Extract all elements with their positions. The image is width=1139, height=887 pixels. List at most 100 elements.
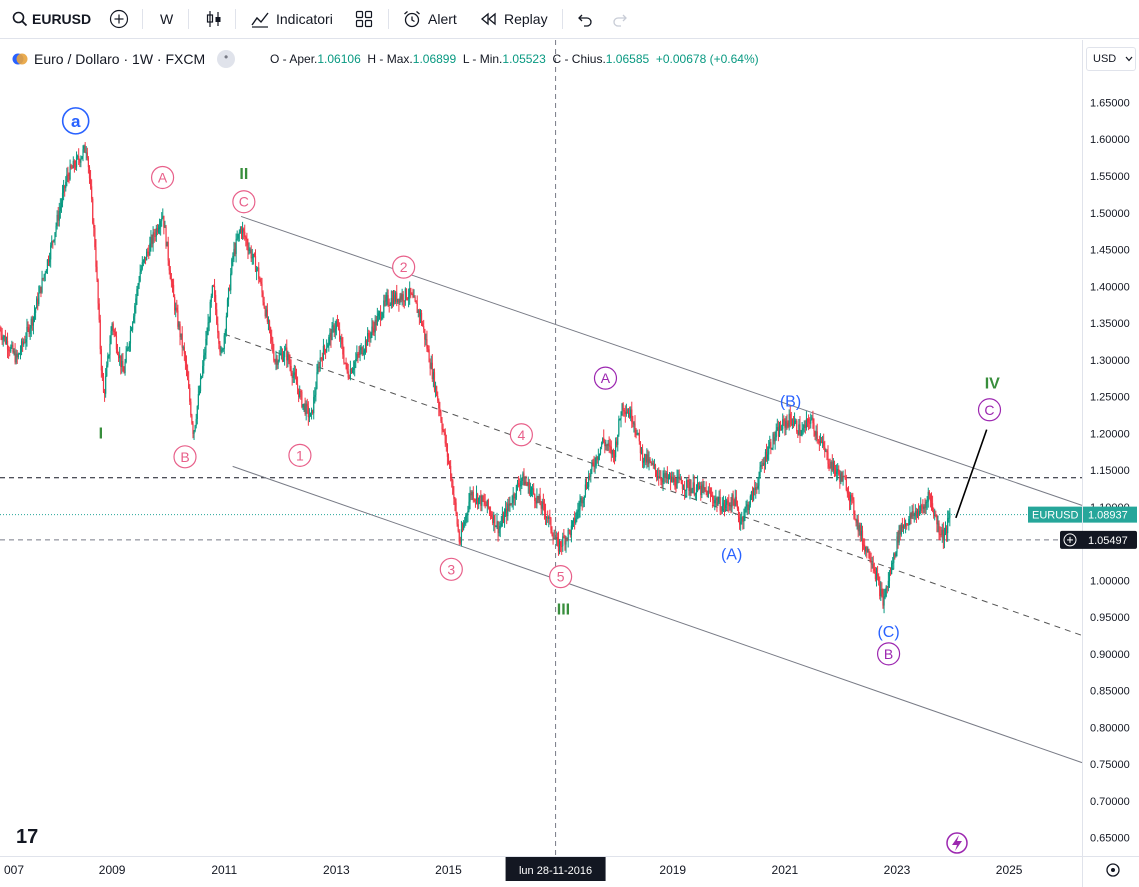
candle-body	[915, 511, 918, 517]
candle-body	[409, 288, 411, 297]
candle-body	[723, 502, 726, 509]
candle-body	[893, 553, 895, 563]
candle-body	[690, 487, 692, 494]
candle-body	[829, 466, 831, 468]
candle-body	[841, 472, 843, 482]
candle-body	[948, 517, 950, 519]
chart-type-button[interactable]	[204, 8, 224, 30]
candle-body	[750, 492, 753, 497]
candle-body	[624, 411, 626, 414]
candle-body	[528, 482, 530, 495]
candle-body	[373, 328, 375, 333]
candle-body	[611, 449, 613, 455]
candle-body	[795, 420, 797, 422]
candle-body	[2, 337, 4, 340]
candle-body	[280, 353, 282, 355]
candle-body	[876, 573, 879, 577]
candle-body	[699, 485, 701, 489]
candle-body	[762, 462, 764, 466]
candle-body	[227, 288, 230, 300]
candle-body	[466, 513, 468, 516]
y-tick-label: 1.55000	[1090, 171, 1130, 183]
candle-body	[68, 175, 70, 180]
candle-body	[154, 235, 156, 237]
candle-body	[660, 477, 662, 481]
price-chart[interactable]: 1.700001.650001.600001.550001.500001.450…	[0, 40, 1139, 887]
open-value: 1.06106	[317, 52, 361, 66]
candle-body	[696, 483, 699, 488]
candle-body	[375, 319, 377, 326]
candle-body	[607, 443, 609, 446]
candle-body	[179, 324, 181, 338]
candle-body	[560, 541, 562, 547]
chart-area[interactable]: 1.700001.650001.600001.550001.500001.450…	[0, 40, 1139, 887]
candle-body	[882, 593, 884, 606]
candle-body	[870, 560, 872, 564]
candle-body	[495, 526, 497, 528]
candle-body	[589, 475, 591, 477]
candle-body	[551, 530, 553, 535]
candle-body	[460, 529, 463, 543]
candle-body	[852, 496, 854, 501]
candle-body	[640, 449, 643, 454]
candle-body	[95, 247, 97, 267]
symbol-search[interactable]: EURUSD	[12, 8, 91, 30]
candle-body	[860, 530, 863, 536]
plus-circle-icon	[109, 9, 129, 29]
indicators-button[interactable]: Indicatori	[250, 8, 333, 30]
candle-body	[102, 376, 105, 393]
candle-body	[388, 304, 390, 306]
replay-button[interactable]: Replay	[480, 8, 548, 30]
candle-body	[478, 497, 480, 505]
candle-body	[451, 478, 453, 481]
grid-icon	[355, 10, 373, 28]
legend-toggle-icon[interactable]: •	[217, 50, 236, 68]
layouts-button[interactable]	[355, 8, 373, 30]
currency-selector[interactable]: USD	[1086, 47, 1136, 71]
candle-body	[94, 228, 96, 248]
candle-body	[224, 330, 226, 336]
candle-body	[623, 409, 625, 412]
redo-button[interactable]	[612, 8, 630, 30]
candle-body	[516, 482, 519, 486]
candle-body	[578, 509, 580, 511]
candle-body	[556, 537, 558, 540]
candle-body	[754, 488, 756, 491]
candle-body	[715, 498, 717, 501]
interval-button[interactable]: W	[160, 8, 173, 30]
candle-body	[580, 497, 582, 503]
alert-button[interactable]: Alert	[402, 8, 457, 30]
candle-body	[707, 490, 709, 498]
candle-body	[586, 486, 589, 488]
candle-body	[434, 386, 437, 390]
candle-body	[152, 232, 154, 245]
candle-body	[294, 372, 297, 378]
candle-body	[359, 349, 361, 355]
candle-body	[570, 525, 573, 536]
candle-body	[842, 476, 844, 482]
wave-label-circle	[61, 107, 90, 135]
wave-label: A	[601, 370, 611, 386]
candle-body	[571, 521, 574, 526]
candle-body	[848, 494, 851, 502]
candle-body	[765, 452, 768, 460]
undo-button[interactable]	[575, 8, 593, 30]
candle-body	[622, 403, 624, 410]
candle-body	[658, 475, 660, 479]
candle-body	[639, 441, 642, 454]
candle-body	[637, 432, 639, 434]
candle-body	[115, 335, 118, 350]
candle-body	[909, 513, 911, 519]
candle-body	[367, 333, 369, 346]
candle-body	[156, 227, 159, 232]
candle-body	[0, 330, 1, 332]
candle-body	[30, 318, 32, 329]
candle-body	[846, 490, 849, 494]
candle-body	[575, 518, 577, 524]
candle-body	[935, 514, 937, 516]
candle-body	[695, 487, 698, 494]
candle-body	[851, 495, 853, 497]
candle-body	[221, 350, 223, 352]
compare-button[interactable]	[109, 8, 129, 30]
candle-body	[738, 517, 741, 525]
